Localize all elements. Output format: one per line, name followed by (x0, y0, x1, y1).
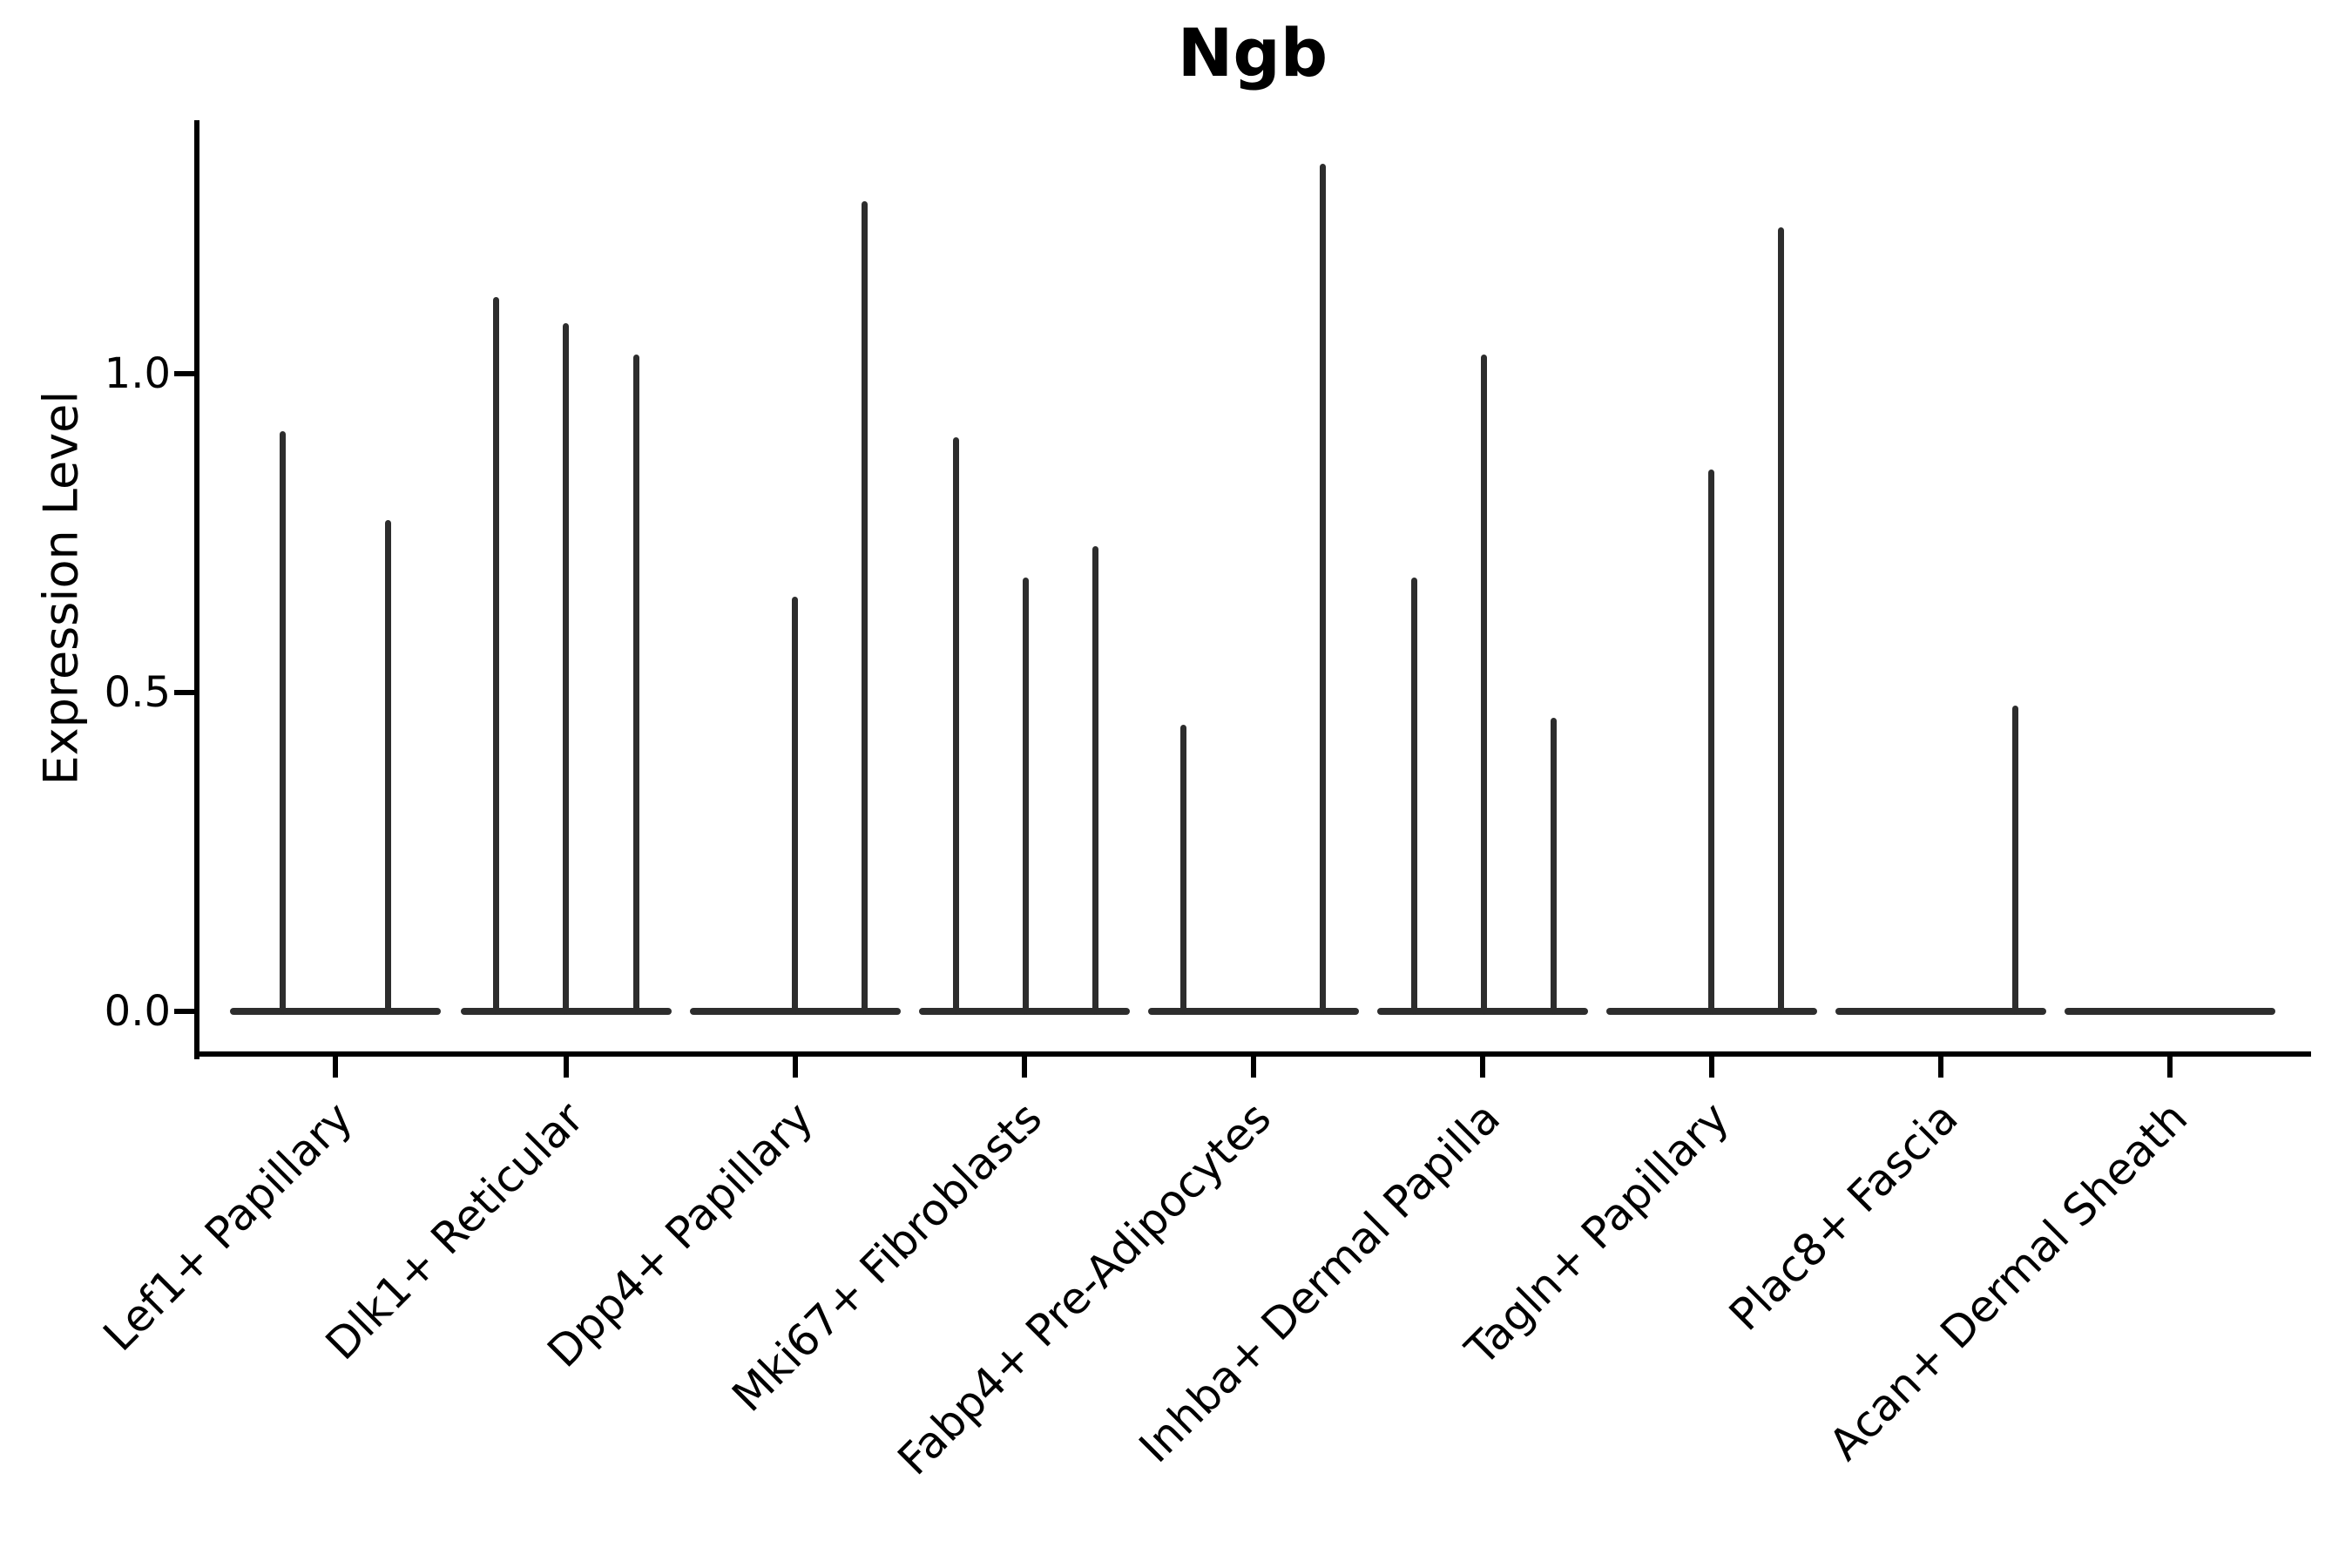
violin-spike (1320, 163, 1327, 1015)
violin-spike (280, 430, 287, 1015)
x-tick-mark (2166, 1057, 2173, 1078)
x-axis-spine (194, 1051, 2311, 1057)
violin-spike (1481, 355, 1488, 1015)
chart-title: Ngb (1177, 14, 1328, 91)
violin-spike (493, 297, 500, 1015)
y-axis-spine (194, 120, 199, 1059)
violin-spike (1411, 578, 1418, 1015)
x-tick-mark (1250, 1057, 1256, 1078)
x-tick-mark (563, 1057, 569, 1078)
y-tick-mark (174, 690, 197, 696)
violin-spike (563, 322, 570, 1015)
violin-spike (953, 437, 960, 1015)
violin-baseline (1835, 1007, 2046, 1015)
violin-spike (1179, 724, 1186, 1015)
y-tick-mark (174, 371, 197, 377)
violin-spike (1778, 226, 1785, 1015)
violin-spike (633, 355, 640, 1015)
violin-baseline (230, 1007, 441, 1015)
x-tick-label-text: Lef1+ Papillary (93, 1092, 363, 1362)
x-tick-mark (1479, 1057, 1485, 1078)
x-tick-label-text: Fabp4+ Pre-Adipocytes (888, 1092, 1281, 1485)
violin-spike (792, 597, 799, 1015)
x-tick-mark (333, 1057, 338, 1078)
violin-baseline (2065, 1007, 2275, 1015)
y-tick-label: 0.0 (104, 986, 171, 1036)
x-tick-label-text: Plac8+ Fascia (1720, 1092, 1968, 1341)
violin-spike (1708, 469, 1715, 1015)
y-axis-label-text: Expression Level (33, 390, 89, 786)
violin-spike (384, 520, 391, 1015)
x-tick-mark (1708, 1057, 1714, 1078)
x-tick-mark (1021, 1057, 1027, 1078)
violin-spike (2011, 705, 2018, 1015)
violin-spike (1551, 718, 1558, 1015)
x-tick-mark (792, 1057, 798, 1078)
violin-baseline (1148, 1007, 1359, 1015)
violin-spike (862, 201, 868, 1015)
violin-spike (1023, 578, 1030, 1015)
y-tick-label: 1.0 (104, 349, 171, 399)
violin-spike (1092, 545, 1099, 1015)
y-tick-label: 0.5 (104, 668, 171, 718)
y-tick-mark (174, 1008, 197, 1014)
x-tick-mark (1937, 1057, 1943, 1078)
